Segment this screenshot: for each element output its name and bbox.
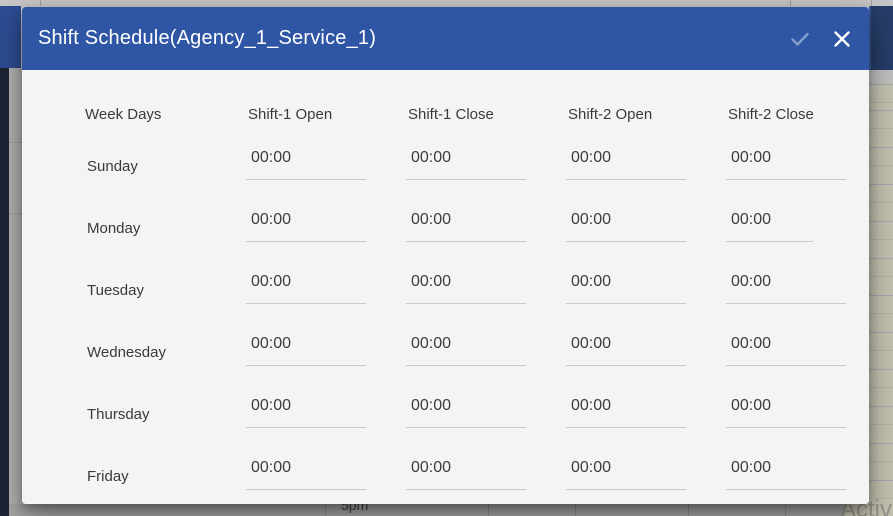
shift1-open-input[interactable] — [246, 149, 366, 180]
table-row-sunday: Sunday — [85, 149, 869, 211]
confirm-button[interactable] — [789, 28, 811, 50]
day-label: Friday — [87, 468, 129, 485]
shift2-open-input[interactable] — [566, 149, 686, 180]
column-header-shift2-open: Shift-2 Open — [568, 106, 653, 123]
column-header-shift1-open: Shift-1 Open — [248, 106, 333, 123]
shift1-open-input[interactable] — [246, 459, 366, 490]
shift2-close-input[interactable] — [726, 273, 846, 304]
shift1-close-input[interactable] — [406, 149, 526, 180]
shift2-close-input[interactable] — [726, 397, 846, 428]
table-row-tuesday: Tuesday — [85, 273, 869, 335]
day-label: Thursday — [87, 406, 150, 423]
topbar-divider — [40, 0, 41, 6]
shift1-close-input[interactable] — [406, 211, 526, 242]
column-header-week-days: Week Days — [85, 106, 162, 123]
day-label: Wednesday — [87, 344, 166, 361]
shift2-open-input[interactable] — [566, 211, 686, 242]
column-header-shift2-close: Shift-2 Close — [728, 106, 814, 123]
shift1-open-input[interactable] — [246, 211, 366, 242]
background-row-line — [9, 213, 22, 214]
dialog-title: Shift Schedule(Agency_1_Service_1) — [38, 27, 377, 49]
background-column-line — [325, 504, 326, 516]
background-column-line — [785, 504, 786, 516]
background-column-line — [575, 504, 576, 516]
background-panel-left — [9, 68, 22, 516]
shift1-open-input[interactable] — [246, 335, 366, 366]
close-button[interactable] — [833, 30, 851, 48]
background-calendar-header — [869, 70, 893, 83]
shift1-close-input[interactable] — [406, 335, 526, 366]
shift1-open-input[interactable] — [246, 273, 366, 304]
table-row-friday: Friday — [85, 459, 869, 504]
close-icon — [833, 30, 851, 48]
background-sidebar — [0, 68, 9, 516]
day-label: Sunday — [87, 158, 138, 175]
shift-schedule-dialog: Shift Schedule(Agency_1_Service_1) Wee — [22, 7, 869, 504]
background-topbar — [0, 0, 893, 6]
shift1-open-input[interactable] — [246, 397, 366, 428]
column-header-shift1-close: Shift-1 Close — [408, 106, 494, 123]
shift2-close-input[interactable] — [726, 459, 846, 490]
table-row-wednesday: Wednesday — [85, 335, 869, 397]
table-header-row: Week Days Shift-1 Open Shift-1 Close Shi… — [85, 106, 869, 123]
shift2-open-input[interactable] — [566, 397, 686, 428]
shift1-close-input[interactable] — [406, 273, 526, 304]
table-body: Sunday Monday Tuesday W — [85, 149, 869, 504]
dialog-actions — [789, 28, 851, 50]
shift2-open-input[interactable] — [566, 273, 686, 304]
topbar-divider — [871, 0, 872, 6]
day-label: Tuesday — [87, 282, 144, 299]
background-calendar-column — [869, 83, 893, 516]
shift2-close-input[interactable] — [726, 211, 813, 242]
shift2-open-input[interactable] — [566, 335, 686, 366]
table-row-monday: Monday — [85, 211, 869, 273]
table-row-thursday: Thursday — [85, 397, 869, 459]
shift2-open-input[interactable] — [566, 459, 686, 490]
background-calendar-cell — [845, 504, 893, 516]
background-row-line — [9, 142, 22, 143]
day-label: Monday — [87, 220, 141, 237]
background-calendar-strip — [9, 504, 845, 516]
background-column-line — [488, 504, 489, 516]
dialog-header: Shift Schedule(Agency_1_Service_1) — [22, 7, 869, 70]
schedule-table: Week Days Shift-1 Open Shift-1 Close Shi… — [22, 70, 869, 504]
shift1-close-input[interactable] — [406, 397, 526, 428]
background-app-header-left — [0, 6, 21, 68]
shift2-close-input[interactable] — [726, 335, 846, 366]
topbar-divider — [790, 0, 791, 6]
background-app-header-right — [869, 6, 893, 70]
shift2-close-input[interactable] — [726, 149, 846, 180]
check-icon — [789, 28, 811, 50]
background-column-line — [688, 504, 689, 516]
shift1-close-input[interactable] — [406, 459, 526, 490]
